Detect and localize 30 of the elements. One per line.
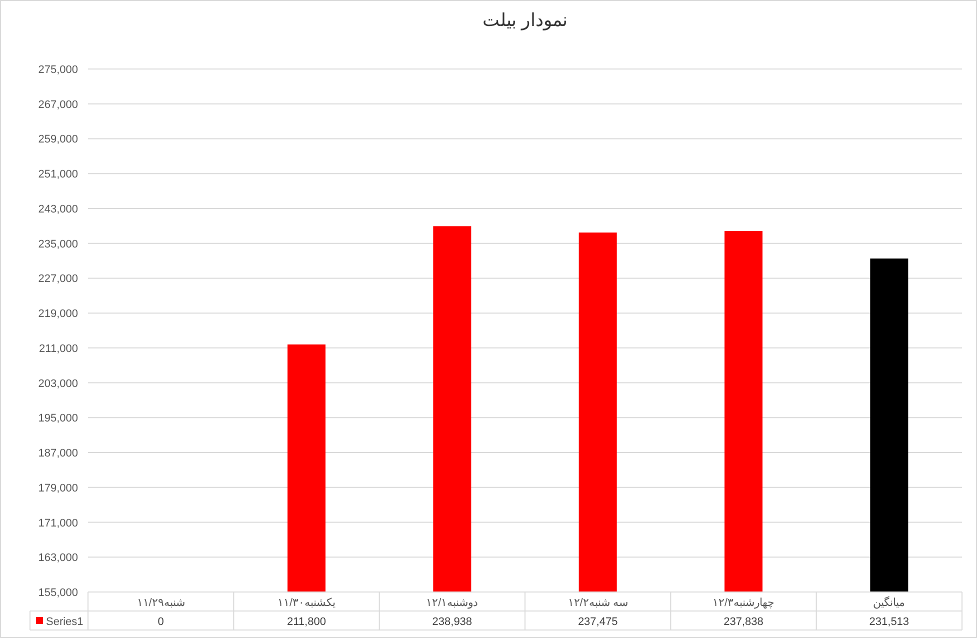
x-tick-label: دوشنبه۱۲/۱ (426, 597, 478, 609)
y-tick-label: 275,000 (38, 64, 78, 76)
data-label: 237,838 (724, 616, 764, 628)
y-tick-label: 211,000 (39, 342, 78, 355)
data-label: 237,475 (578, 616, 618, 628)
y-tick-label: 187,000 (38, 448, 78, 460)
y-tick-label: 155,000 (38, 587, 78, 599)
y-tick-label: 235,000 (38, 238, 78, 250)
data-label: 231,513 (869, 616, 910, 628)
text: 0 (158, 616, 164, 628)
y-tick-label: 259,000 (38, 134, 78, 146)
chart-title: نمودار بیلت (482, 10, 568, 31)
data-label: 211,800 (287, 616, 326, 628)
y-tick-label: 219,000 (38, 308, 78, 320)
data-label: 238,938 (432, 616, 472, 628)
x-tick-label: میانگین (873, 596, 906, 609)
y-tick-label: 203,000 (38, 378, 78, 390)
x-tick-label: یکشنبه۱۱/۳۰ (277, 597, 336, 609)
y-tick-label: 243,000 (38, 203, 78, 216)
y-tick-label: 163,000 (38, 552, 78, 564)
y-tick-label: 227,000 (38, 273, 78, 286)
legend-label: Series1 (46, 616, 84, 628)
y-tick-label: 179,000 (38, 482, 78, 494)
y-tick-label: 267,000 (38, 98, 78, 111)
y-tick-label: 171,000 (38, 517, 78, 530)
y-tick-label: 251,000 (38, 168, 78, 181)
x-tick-label: سه شنبه۱۲/۲ (568, 597, 628, 609)
x-tick-label: شنبه۱۱/۲۹ (136, 597, 185, 609)
y-tick-label: 195,000 (38, 412, 78, 425)
x-tick-label: چهارشنبه۱۲/۳ (712, 597, 775, 609)
